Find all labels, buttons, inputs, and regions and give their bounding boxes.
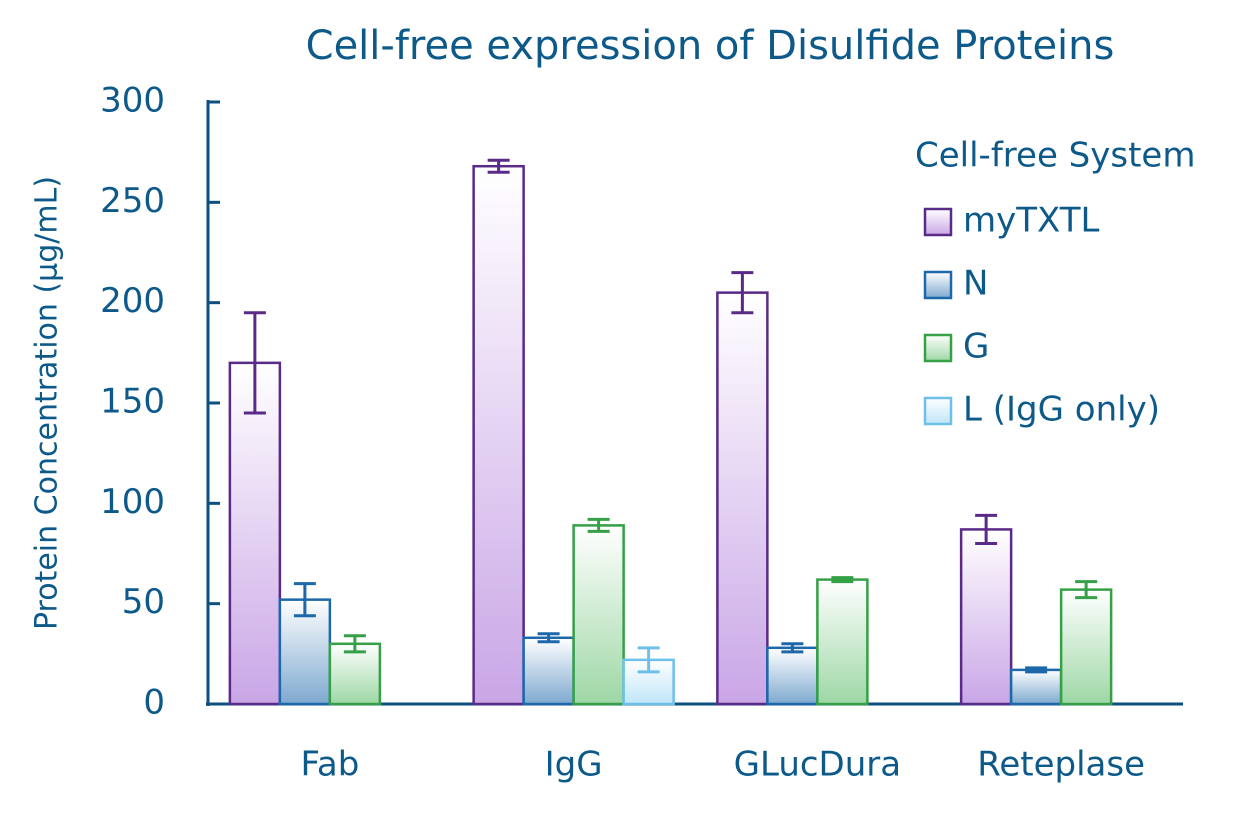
legend-swatch [923,396,953,426]
error-bar [587,517,610,533]
legend-swatch [923,207,953,237]
bar [1009,668,1063,706]
error-bar [487,158,510,174]
bar [328,642,382,706]
bar [572,524,625,706]
x-tick-label: Reteplase [977,745,1145,785]
error-bar [637,646,660,674]
chart-title: Cell-free expression of Disulfide Protei… [306,23,1115,69]
x-tick-label: GLucDura [734,745,901,785]
error-bar [537,632,560,644]
bar [959,528,1013,706]
bar [716,291,769,706]
legend-label: N [963,264,988,304]
y-tick-label: 100 [100,482,165,522]
legend-swatch [923,333,953,363]
y-tick-label: 300 [100,81,165,121]
legend-label: myTXTL [963,201,1099,241]
legend-label: G [963,327,989,367]
bar [766,646,819,706]
legend-label: L (IgG only) [963,390,1160,430]
error-bar [831,576,854,584]
bar [816,578,869,706]
bar [1059,588,1113,706]
x-tick-label: IgG [545,745,603,785]
y-axis-label: Protein Concentration (µg/mL) [30,176,65,630]
y-tick-label: 50 [122,582,165,622]
error-bar [975,513,998,545]
x-tick-label: Fab [300,745,359,785]
y-tick-label: 200 [100,281,165,321]
y-tick-label: 0 [143,683,165,723]
error-bar [1025,666,1048,674]
legend-swatch [923,270,953,300]
error-bar [243,311,266,415]
error-bar [293,582,316,618]
y-tick-label: 150 [100,382,165,422]
error-bar [343,634,366,654]
legend-title: Cell-free System [915,136,1195,176]
bar [472,164,525,706]
error-bar [1075,580,1098,600]
error-bar [731,271,754,315]
y-tick-label: 250 [100,181,165,221]
error-bar [781,642,804,654]
bar [522,636,575,706]
